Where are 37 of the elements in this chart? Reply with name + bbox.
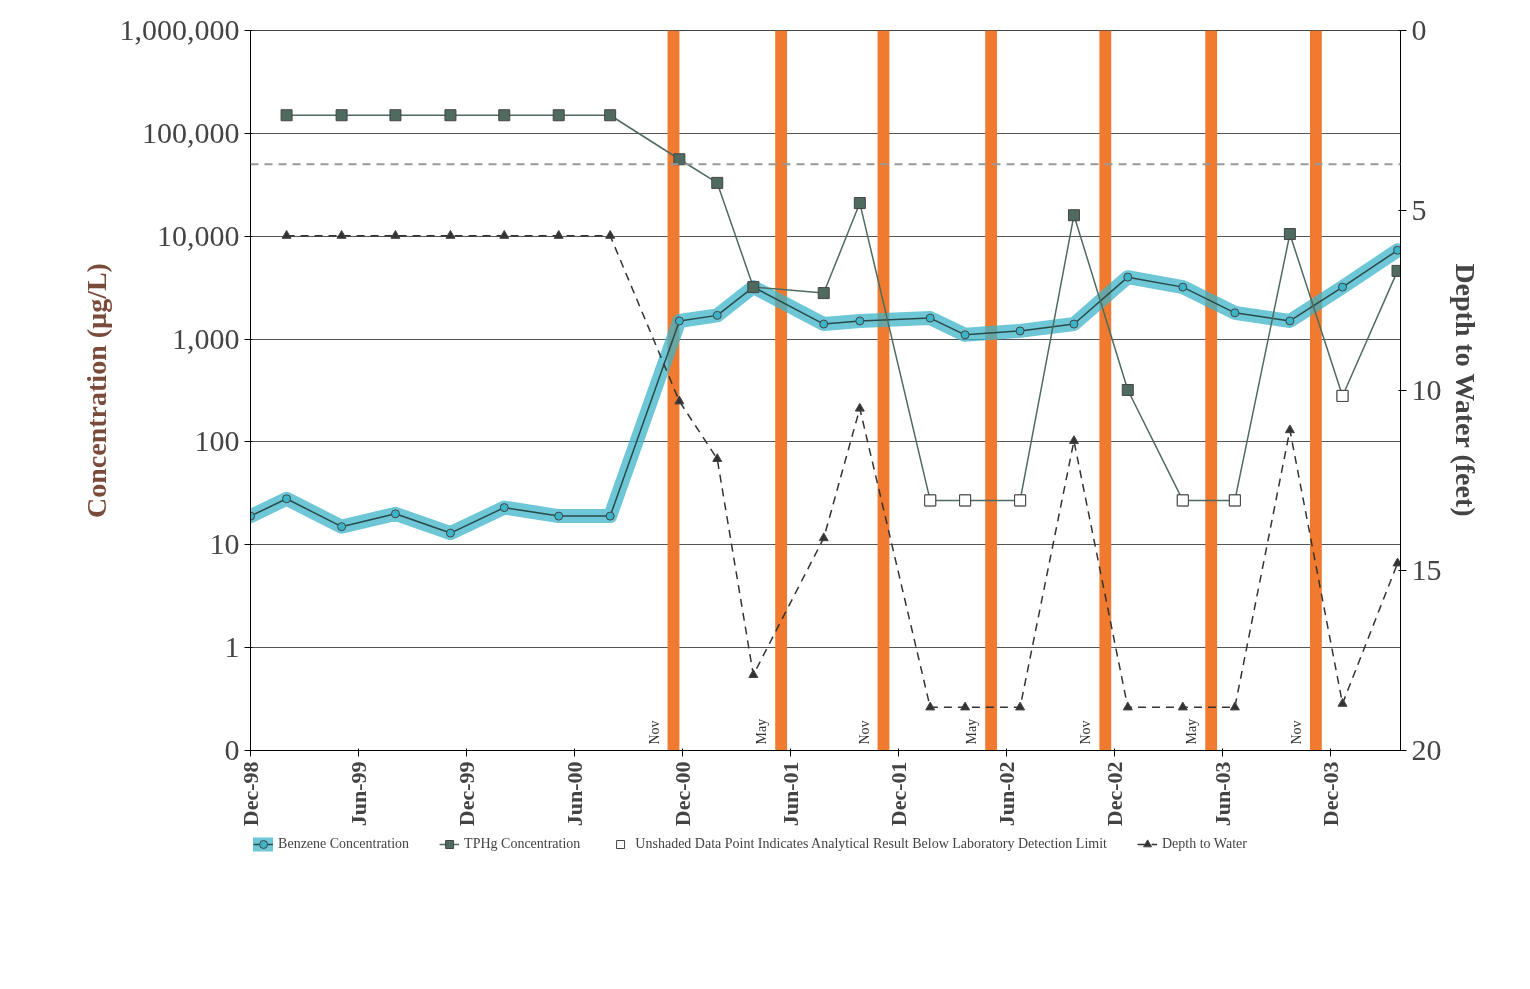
y-tick-label: 1 — [224, 630, 240, 664]
band-label: Nov — [1288, 720, 1304, 745]
x-tick-label: Jun-00 — [562, 761, 588, 827]
x-tick-label: Dec-98 — [238, 761, 263, 827]
x-tick-label: Jun-02 — [994, 761, 1020, 827]
x-tick-label: Dec-03 — [1318, 761, 1344, 827]
x-tick-label: Dec-02 — [1102, 761, 1128, 827]
x-tick-label: Jun-99 — [345, 761, 371, 827]
band-label: May — [1184, 718, 1200, 745]
y-tick-label: 100 — [194, 424, 240, 458]
legend-label: TPHg Concentration — [464, 836, 581, 852]
x-tick-label: Dec-00 — [670, 761, 696, 827]
y-tick-label: 10 — [209, 527, 240, 561]
x-tick-label: Dec-01 — [886, 761, 912, 827]
band-label: Nov — [856, 720, 872, 745]
y2-tick-label: 0 — [1411, 13, 1427, 46]
y-tick-label: 100,000 — [142, 115, 240, 149]
y-axis-title: Concentration (µg/L) — [80, 263, 112, 518]
y2-tick-label: 10 — [1411, 373, 1442, 406]
y2-axis-title: Depth to Water (feet) — [1449, 263, 1481, 517]
x-tick-label: Dec-99 — [453, 761, 479, 827]
legend-label: Benzene Concentration — [278, 836, 410, 852]
y-tick-label: 0 — [224, 733, 240, 766]
x-tick-label: Jun-03 — [1209, 761, 1235, 827]
band-label: May — [964, 718, 980, 745]
legend-label: Depth to Water — [1161, 836, 1247, 852]
band-label: Nov — [1078, 720, 1094, 745]
y2-tick-label: 15 — [1411, 553, 1442, 586]
y-tick-label: 1,000,000 — [119, 13, 240, 46]
y2-tick-label: 5 — [1411, 193, 1427, 226]
y-tick-label: 10,000 — [157, 218, 240, 252]
y2-tick-label: 20 — [1411, 733, 1442, 766]
band-label: May — [754, 718, 770, 745]
x-tick-label: Jun-01 — [778, 761, 804, 827]
legend-label: Unshaded Data Point Indicates Analytical Result Below Laboratory Detection Limit — [635, 836, 1107, 852]
y-tick-label: 1,000 — [172, 321, 240, 355]
band-label: Nov — [646, 720, 662, 745]
